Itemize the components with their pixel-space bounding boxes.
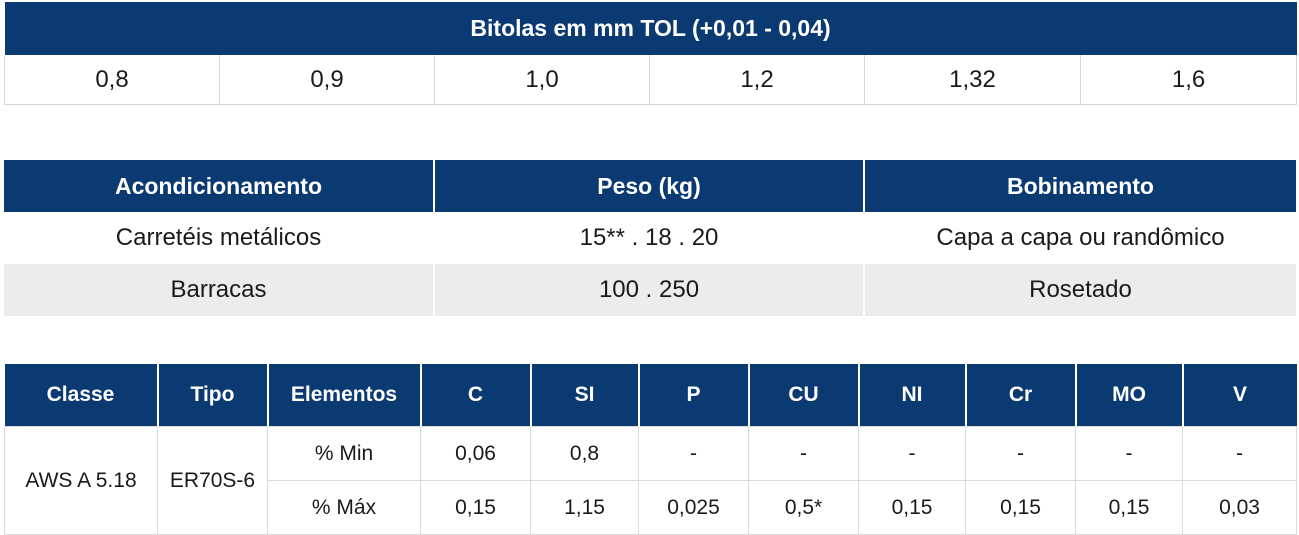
cell-value: 1,15 xyxy=(530,480,639,535)
header-tipo: Tipo xyxy=(156,364,268,427)
cell-tipo: ER70S-6 xyxy=(157,426,268,535)
header-v: V xyxy=(1181,364,1297,427)
bitola-value: 0,9 xyxy=(219,55,435,105)
bitola-value: 1,6 xyxy=(1079,55,1298,105)
bitolas-title: Bitolas em mm TOL (+0,01 - 0,04) xyxy=(4,2,1297,55)
cell-peso: 15** . 18 . 20 xyxy=(433,212,864,264)
bitolas-values-row: 0,8 0,9 1,0 1,2 1,32 1,6 xyxy=(4,55,1298,105)
table-row-min: AWS A 5.18 ER70S-6 % Min 0,06 0,8 - - - … xyxy=(4,426,1297,535)
cell-value: - xyxy=(1182,426,1297,481)
cell-value: 0,5* xyxy=(748,480,859,535)
bitola-value: 1,0 xyxy=(434,55,650,105)
cell-bobinamento: Capa a capa ou randômico xyxy=(863,212,1296,264)
cell-value: 0,15 xyxy=(965,480,1076,535)
header-cr: Cr xyxy=(964,364,1076,427)
cell-value: 0,15 xyxy=(420,480,531,535)
cell-value: - xyxy=(965,426,1076,481)
cell-value: - xyxy=(748,426,859,481)
table-row-max: % Máx 0,15 1,15 0,025 0,5* 0,15 0,15 0,1… xyxy=(5,480,1297,535)
bitolas-table: Bitolas em mm TOL (+0,01 - 0,04) 0,8 0,9… xyxy=(4,2,1298,105)
cell-value: 0,025 xyxy=(638,480,749,535)
cell-value: 0,03 xyxy=(1182,480,1297,535)
cell-value: 0,15 xyxy=(858,480,966,535)
cell-bobinamento: Rosetado xyxy=(863,264,1296,316)
table-row: Barracas 100 . 250 Rosetado xyxy=(4,264,1296,316)
header-cu: CU xyxy=(747,364,859,427)
header-c: C xyxy=(419,364,531,427)
bitola-value: 1,32 xyxy=(864,55,1081,105)
header-bobinamento: Bobinamento xyxy=(863,160,1296,212)
cell-value: - xyxy=(1075,426,1183,481)
header-mo: MO xyxy=(1074,364,1183,427)
cell-peso: 100 . 250 xyxy=(433,264,864,316)
cell-value: 0,8 xyxy=(530,426,639,481)
cell-acondicionamento: Carretéis metálicos xyxy=(115,224,322,251)
header-peso: Peso (kg) xyxy=(433,160,864,212)
cell-value: 0,15 xyxy=(1075,480,1183,535)
bitola-value: 1,2 xyxy=(649,55,865,105)
composition-table: Classe Tipo Elementos C SI P CU NI Cr MO… xyxy=(4,364,1297,535)
cell-value: - xyxy=(638,426,749,481)
packaging-table: Acondicionamento Peso (kg) Bobinamento C… xyxy=(4,160,1296,316)
header-acondicionamento: Acondicionamento xyxy=(4,160,434,212)
header-ni: NI xyxy=(857,364,966,427)
cell-value: - xyxy=(858,426,966,481)
header-si: SI xyxy=(529,364,639,427)
header-classe: Classe xyxy=(4,364,158,427)
table-row: Carretéis metálicos 15** . 18 . 20 Capa … xyxy=(4,212,1296,264)
bitola-value: 0,8 xyxy=(4,55,220,105)
header-p: P xyxy=(637,364,749,427)
header-elementos: Elementos xyxy=(266,364,421,427)
cell-acondicionamento: Barracas xyxy=(4,264,434,316)
cell-value: 0,06 xyxy=(420,426,531,481)
cell-elementos-label: % Máx xyxy=(267,480,421,535)
cell-elementos-label: % Min xyxy=(267,426,421,481)
cell-classe: AWS A 5.18 xyxy=(4,426,158,535)
